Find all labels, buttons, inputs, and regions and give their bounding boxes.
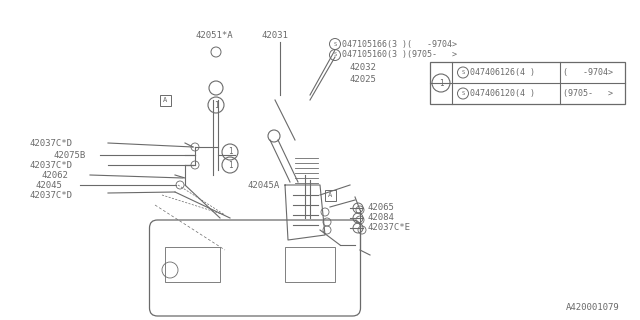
Text: 42045: 42045 (36, 180, 63, 189)
Text: A: A (328, 192, 332, 198)
Text: 42075B: 42075B (54, 150, 86, 159)
Text: 1: 1 (228, 148, 232, 156)
Bar (159, 94, 170, 106)
Text: S: S (333, 42, 337, 46)
Bar (165, 247, 220, 282)
Bar (285, 247, 335, 282)
Text: A: A (163, 97, 167, 103)
Text: 42037C*D: 42037C*D (30, 139, 73, 148)
Text: 42051*A: 42051*A (196, 31, 234, 41)
Text: 42037C*E: 42037C*E (368, 223, 411, 233)
Text: 42037C*D: 42037C*D (30, 161, 73, 170)
Bar (430, 62, 625, 104)
Text: S: S (461, 91, 465, 96)
Text: 047406120(4 ): 047406120(4 ) (470, 89, 535, 98)
Text: 42045A: 42045A (248, 180, 280, 189)
Text: 42084: 42084 (368, 213, 395, 222)
Text: 42032: 42032 (350, 63, 377, 73)
Text: (   -9704>: ( -9704> (563, 68, 613, 77)
Text: 1: 1 (228, 161, 232, 170)
Text: 1: 1 (214, 100, 218, 109)
Text: (9705-   >: (9705- > (563, 89, 613, 98)
Text: S: S (461, 70, 465, 75)
Text: 047105160(3 )(9705-   >: 047105160(3 )(9705- > (342, 51, 457, 60)
Bar (324, 189, 335, 201)
Text: 047105166(3 )(   -9704>: 047105166(3 )( -9704> (342, 39, 457, 49)
Text: 42031: 42031 (262, 31, 289, 41)
Text: 047406126(4 ): 047406126(4 ) (470, 68, 535, 77)
Text: 42065: 42065 (368, 204, 395, 212)
Text: A420001079: A420001079 (566, 303, 620, 312)
Text: S: S (333, 52, 337, 58)
Text: 42037C*D: 42037C*D (30, 190, 73, 199)
Text: 1: 1 (438, 78, 444, 87)
Text: 42062: 42062 (42, 171, 69, 180)
Text: 42025: 42025 (350, 76, 377, 84)
